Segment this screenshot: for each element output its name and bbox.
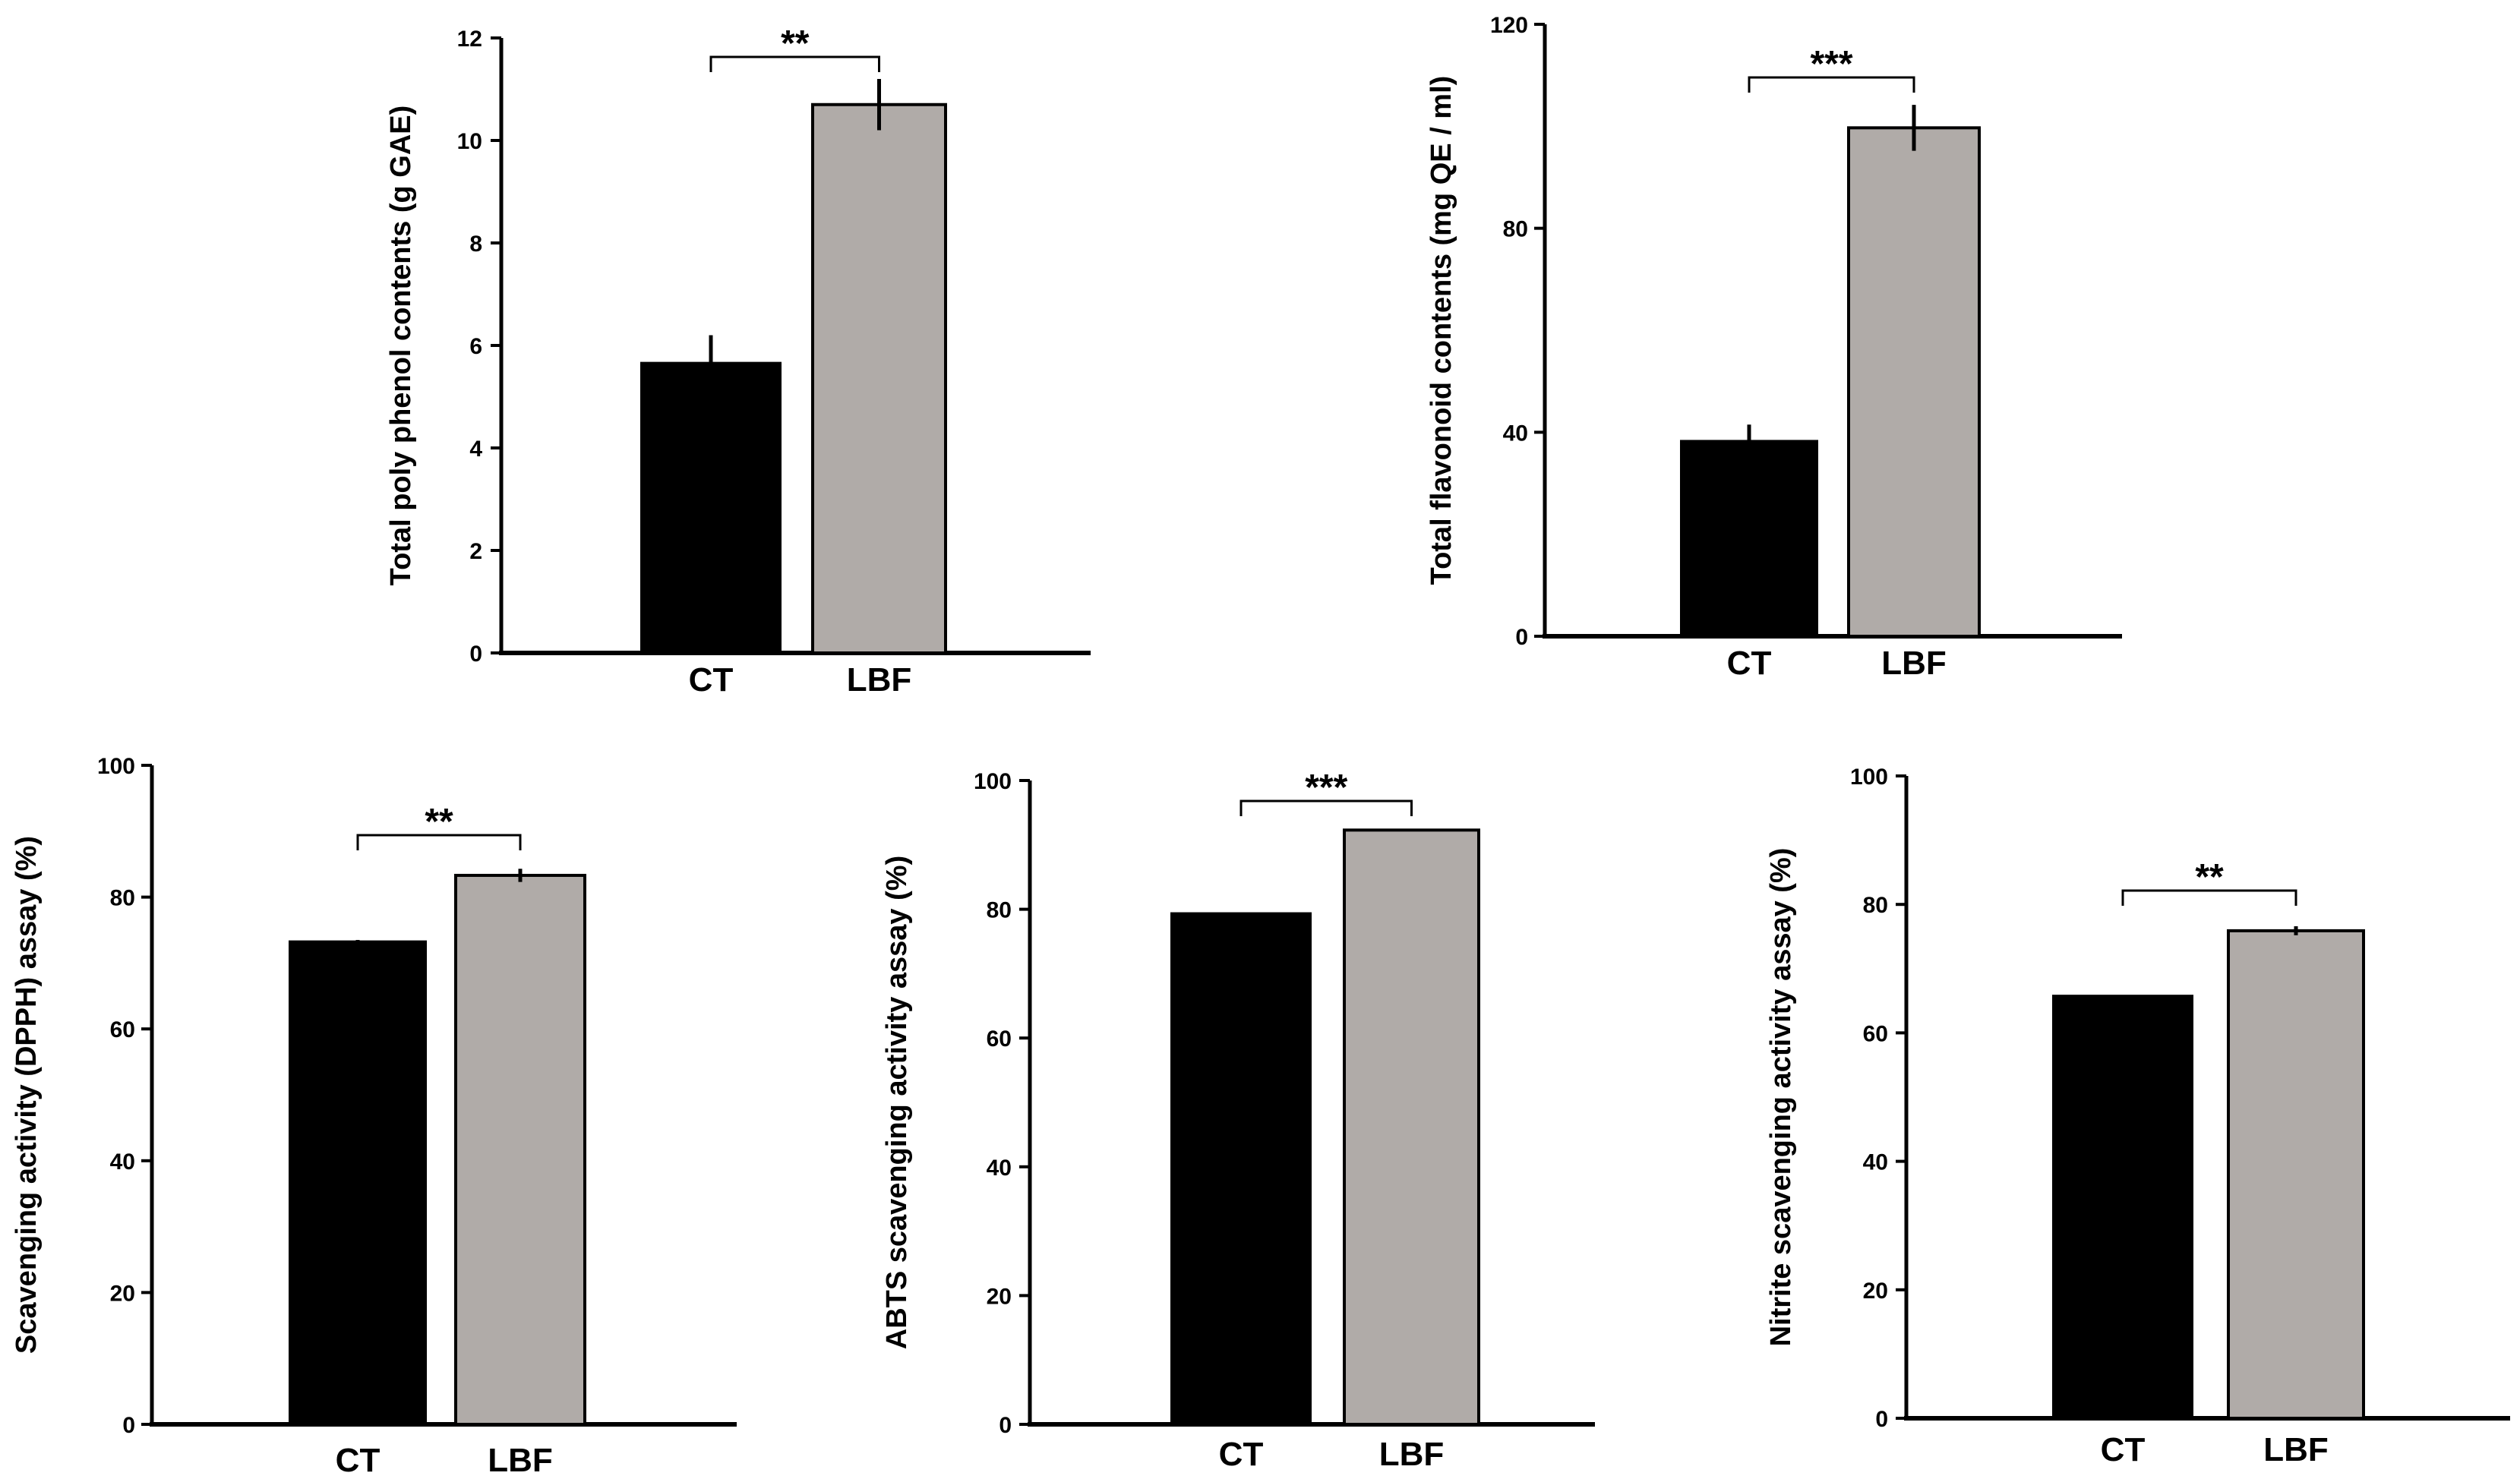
chart-1: 0 2 4 6 8 10 12 CT LBF ** Total poly phenol conten… bbox=[385, 24, 1091, 699]
chart-2: 0 40 80 120 CT LBF *** Total flavonoid contents… bbox=[1426, 13, 2122, 682]
y-tick-label: 80 bbox=[110, 886, 135, 911]
category-label-ct: CT bbox=[2101, 1431, 2146, 1468]
category-label-lbf: LBF bbox=[1881, 645, 1947, 682]
significance-stars: ** bbox=[425, 802, 453, 842]
significance-stars: ** bbox=[781, 24, 810, 64]
bar-lbf bbox=[2227, 929, 2365, 1420]
chart-3: 0 20 40 60 80 100 CT LBF ** Scavenging activity (… bbox=[11, 754, 737, 1479]
y-tick-label: 0 bbox=[469, 642, 482, 667]
y-axis-label: Nitrite scavenging activity assay (%) bbox=[1765, 848, 1797, 1347]
bar-ct bbox=[1170, 912, 1312, 1426]
y-tick-label: 20 bbox=[110, 1281, 135, 1306]
y-tick-label: 20 bbox=[1863, 1279, 1888, 1304]
category-label-lbf: LBF bbox=[488, 1442, 553, 1479]
significance-stars: *** bbox=[1305, 768, 1347, 808]
y-tick-label: 0 bbox=[1515, 625, 1528, 650]
y-tick-label: 0 bbox=[1875, 1407, 1888, 1432]
significance-stars: ** bbox=[2195, 857, 2224, 897]
significance-stars: *** bbox=[1810, 44, 1852, 84]
bar-ct bbox=[289, 940, 427, 1426]
category-label-ct: CT bbox=[336, 1442, 381, 1479]
category-label-lbf: LBF bbox=[1379, 1436, 1445, 1473]
y-tick-label: 2 bbox=[469, 539, 482, 564]
chart-5: 0 20 40 60 80 100 CT LBF ** Nitrite scavenging ac… bbox=[1765, 765, 2510, 1468]
category-label-ct: CT bbox=[1727, 645, 1772, 682]
significance-bracket bbox=[1748, 76, 1915, 93]
bar-ct bbox=[640, 361, 782, 654]
y-tick-label: 40 bbox=[987, 1156, 1012, 1181]
significance-bracket bbox=[709, 55, 880, 72]
bar-lbf bbox=[1847, 126, 1981, 638]
y-tick-label: 80 bbox=[1503, 217, 1528, 242]
y-tick-label: 120 bbox=[1490, 13, 1528, 38]
significance-bracket bbox=[2121, 889, 2297, 906]
y-axis-label: Scavenging activity (DPPH) assay (%) bbox=[11, 836, 43, 1354]
y-tick-label: 60 bbox=[110, 1017, 135, 1042]
significance-bracket bbox=[356, 834, 522, 850]
y-tick-label: 12 bbox=[457, 27, 482, 52]
y-tick-label: 0 bbox=[122, 1413, 135, 1438]
category-label-lbf: LBF bbox=[847, 661, 912, 699]
y-tick-label: 40 bbox=[1863, 1150, 1888, 1175]
y-tick-label: 80 bbox=[987, 898, 1012, 923]
y-tick-label: 100 bbox=[974, 769, 1012, 794]
y-tick-label: 60 bbox=[1863, 1021, 1888, 1046]
y-axis-label: Total flavonoid contents (mg QE / ml) bbox=[1426, 76, 1457, 585]
bar-lbf bbox=[811, 102, 947, 654]
y-tick-label: 40 bbox=[110, 1149, 135, 1175]
bar-ct bbox=[2052, 995, 2193, 1420]
y-tick-label: 0 bbox=[999, 1413, 1012, 1438]
category-label-ct: CT bbox=[689, 661, 734, 699]
y-axis-label: Total poly phenol contents (g GAE) bbox=[385, 106, 417, 586]
y-tick-label: 100 bbox=[97, 754, 135, 779]
bar-lbf bbox=[1343, 828, 1480, 1426]
y-tick-label: 60 bbox=[987, 1026, 1012, 1052]
y-tick-label: 40 bbox=[1503, 421, 1528, 446]
significance-bracket bbox=[1239, 799, 1413, 816]
category-label-lbf: LBF bbox=[2263, 1431, 2329, 1468]
bar-ct bbox=[1680, 440, 1818, 638]
y-tick-label: 20 bbox=[987, 1284, 1012, 1309]
bar-lbf bbox=[454, 873, 586, 1427]
y-tick-label: 4 bbox=[469, 437, 482, 462]
y-axis-label: ABTS scavenging activity assay (%) bbox=[881, 856, 913, 1349]
y-tick-label: 80 bbox=[1863, 893, 1888, 918]
y-tick-label: 10 bbox=[457, 129, 482, 154]
y-tick-label: 6 bbox=[469, 334, 482, 359]
chart-4: 0 20 40 60 80 100 CT LBF *** ABTS scavenging acti… bbox=[881, 768, 1595, 1473]
y-tick-label: 8 bbox=[469, 232, 482, 257]
y-tick-label: 100 bbox=[1850, 765, 1888, 790]
category-label-ct: CT bbox=[1219, 1436, 1264, 1473]
